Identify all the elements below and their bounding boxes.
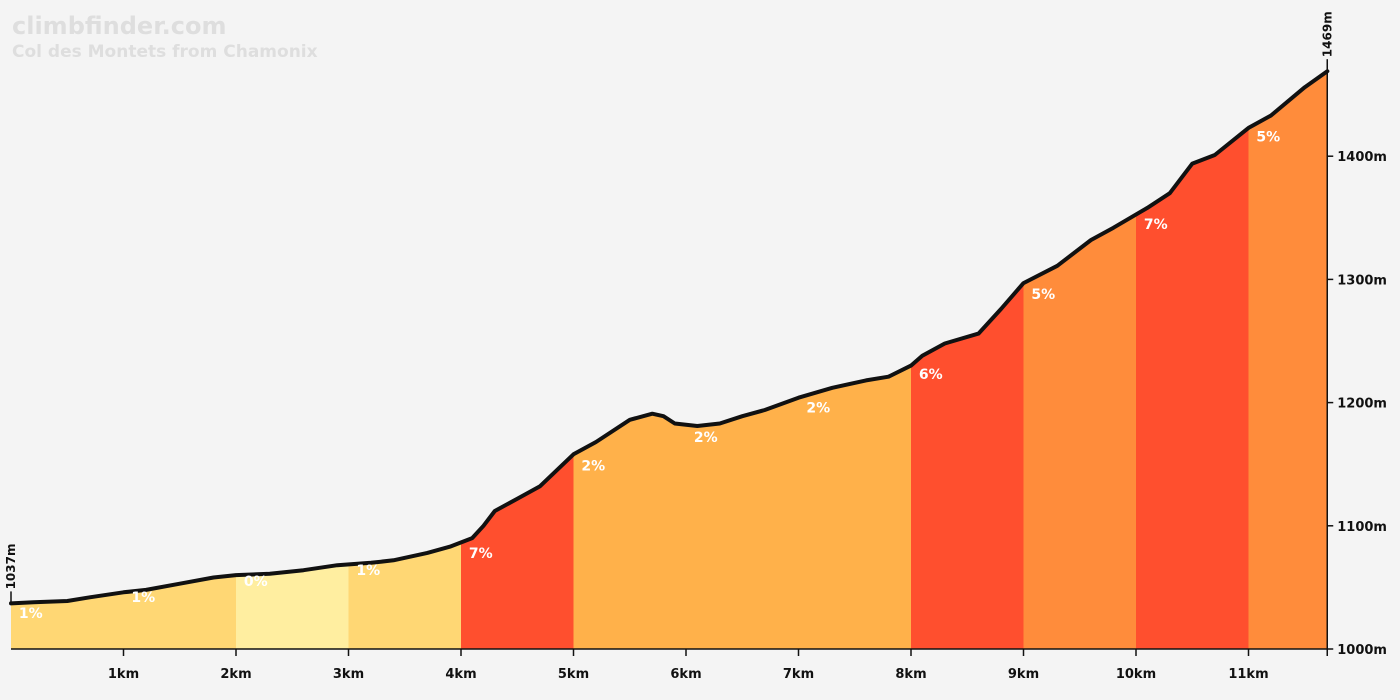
grade-label: 2%	[806, 400, 830, 416]
grade-label: 2%	[581, 458, 605, 474]
grade-label: 5%	[1031, 287, 1055, 303]
y-tick-label: 1200m	[1337, 397, 1387, 412]
grade-label: 7%	[469, 546, 493, 562]
y-tick-label: 1100m	[1337, 520, 1387, 535]
x-tick-label: 4km	[445, 667, 476, 682]
elevation-profile-line	[9, 69, 1330, 606]
y-tick-label: 1400m	[1337, 150, 1387, 165]
grade-segment-1	[11, 592, 124, 649]
grade-labels: 1% 1% 0% 1% 7% 2% 2% 2% 6% 5% 7% 5%	[19, 129, 1280, 622]
axes: 1km 2km 3km 4km 5km 6km 7km 8km 9km 10km 11km 1000m…	[11, 71, 1387, 682]
y-tick-label: 1000m	[1337, 643, 1387, 658]
x-tick-label: 11km	[1228, 667, 1268, 682]
grade-segment-5	[461, 454, 574, 649]
end-elevation-label: 1469m	[1320, 11, 1334, 57]
grade-segment-2	[123, 575, 236, 649]
y-tick-label: 1300m	[1337, 273, 1387, 288]
x-tick-label: 9km	[1008, 667, 1039, 682]
grade-label: 1%	[19, 606, 43, 622]
grade-label: 1%	[131, 590, 155, 606]
elevation-annotations: 1037m 1469m	[4, 11, 1334, 604]
x-tick-label: 1km	[108, 667, 139, 682]
grade-segments	[11, 71, 1328, 649]
grade-label: 6%	[919, 367, 943, 383]
grade-segment-7	[911, 283, 1024, 649]
grade-segment-6	[573, 365, 911, 649]
x-tick-label: 6km	[670, 667, 701, 682]
climb-title: Col des Montets from Chamonix	[12, 42, 318, 62]
grade-label: 5%	[1256, 129, 1280, 145]
grade-label: 2%	[694, 430, 718, 446]
x-tick-label: 2km	[220, 667, 251, 682]
grade-segment-10	[1248, 71, 1328, 649]
x-tick-label: 3km	[333, 667, 364, 682]
grade-segment-3	[236, 564, 349, 649]
x-tick-label: 8km	[895, 667, 926, 682]
x-tick-label: 5km	[558, 667, 589, 682]
x-tick-label: 10km	[1116, 667, 1156, 682]
site-watermark: climbfinder.com	[12, 12, 226, 40]
grade-label: 1%	[356, 563, 380, 579]
start-elevation-label: 1037m	[4, 544, 18, 590]
grade-segment-9	[1136, 127, 1249, 649]
grade-label: 0%	[244, 574, 268, 590]
x-tick-label: 7km	[783, 667, 814, 682]
grade-segment-8	[1023, 214, 1136, 649]
grade-label: 7%	[1144, 217, 1168, 233]
grade-segment-4	[348, 542, 461, 649]
